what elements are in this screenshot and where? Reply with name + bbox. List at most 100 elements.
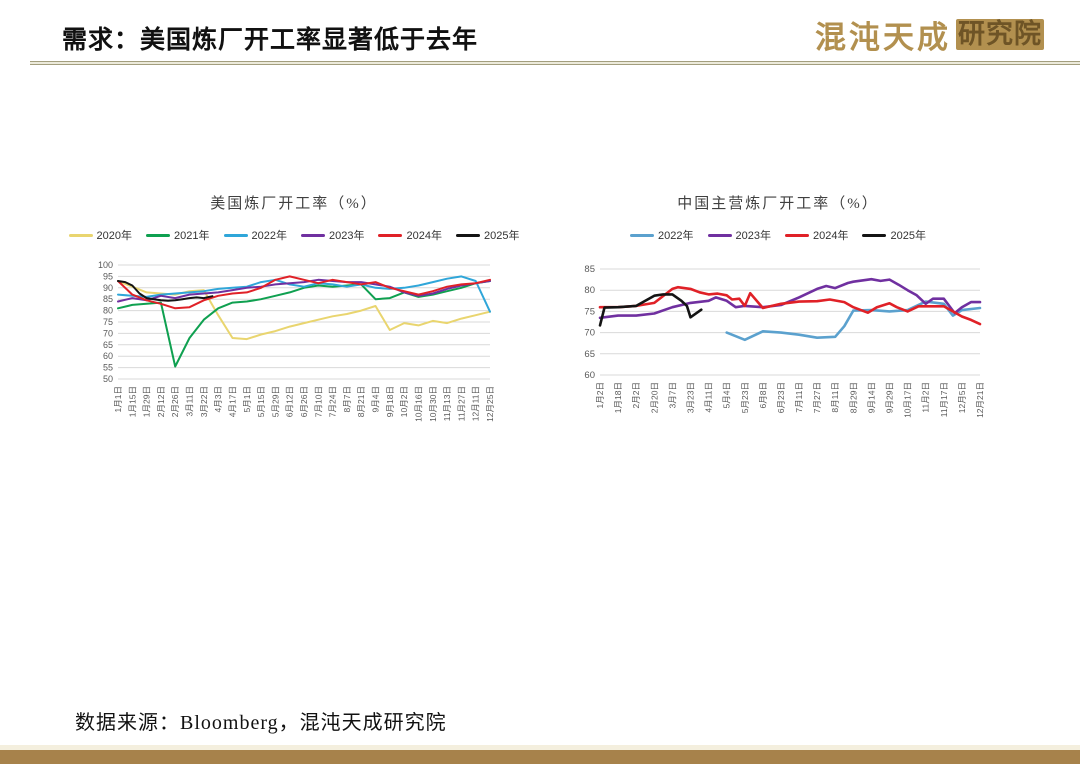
x-axis-tick-label: 5月1日: [242, 386, 252, 412]
x-axis-tick-label: 11月17日: [939, 382, 949, 417]
x-axis-tick-label: 5月29日: [270, 386, 280, 417]
y-axis-tick-label: 100: [98, 260, 113, 270]
legend-line-swatch: [68, 233, 93, 237]
chart-legend: 2020年 2021年 2022年 2023年 2024年 2025年: [68, 227, 519, 243]
x-axis-tick-label: 11月13日: [442, 386, 452, 421]
legend-line-swatch: [223, 233, 248, 237]
x-axis-tick-label: 5月23日: [740, 382, 750, 413]
legend-line-swatch: [862, 233, 887, 237]
x-axis-tick-label: 2月12日: [156, 386, 166, 417]
x-axis-tick-label: 7月27日: [812, 382, 822, 413]
x-axis-tick-label: 7月24日: [328, 386, 338, 417]
legend-line-swatch: [378, 233, 403, 237]
x-axis-tick-label: 1月15日: [127, 386, 137, 417]
y-axis-tick-label: 55: [103, 363, 113, 373]
y-axis-tick-label: 65: [584, 349, 595, 360]
legend-item: 2020年: [68, 227, 133, 243]
legend-label: 2022年: [658, 230, 694, 242]
y-axis-tick-label: 80: [584, 285, 595, 296]
y-axis-tick-label: 70: [584, 328, 595, 339]
x-axis-tick-label: 9月4日: [371, 386, 381, 412]
legend-item: 2025年: [862, 227, 926, 243]
legend-label: 2025年: [483, 230, 520, 242]
y-axis-tick-label: 95: [103, 271, 113, 281]
x-axis-tick-label: 10月17日: [903, 382, 913, 418]
legend-label: 2024年: [813, 230, 849, 242]
legend-item: 2024年: [785, 227, 848, 243]
x-axis-tick-label: 12月11日: [471, 386, 481, 421]
legend-label: 2020年: [96, 230, 133, 242]
y-axis-tick-label: 80: [103, 306, 113, 316]
x-axis-tick-label: 4月11日: [704, 382, 714, 413]
series-line-2021年: [117, 280, 491, 368]
x-axis-tick-label: 12月5日: [957, 382, 967, 413]
legend-label: 2021年: [174, 230, 210, 242]
brand-logo-seal-stamp: 研究院: [956, 19, 1044, 50]
x-axis-tick-label: 3月11日: [185, 386, 195, 417]
legend-item: 2023年: [301, 227, 364, 243]
legend-label: 2025年: [890, 230, 926, 242]
legend-label: 2023年: [329, 230, 365, 242]
x-axis-tick-label: 12月21日: [975, 382, 985, 418]
x-axis-tick-label: 6月26日: [299, 386, 309, 417]
x-axis-tick-label: 8月21日: [356, 386, 366, 417]
x-axis-tick-label: 8月29日: [848, 382, 858, 413]
x-axis-tick-label: 3月7日: [667, 382, 677, 408]
x-axis-tick-label: 1月1日: [113, 386, 123, 412]
x-axis-tick-label: 4月17日: [227, 386, 237, 417]
x-axis-tick-label: 1月18日: [613, 382, 623, 413]
x-axis-tick-label: 9月29日: [885, 382, 895, 413]
x-axis-tick-label: 7月10日: [313, 386, 323, 417]
legend-line-swatch: [146, 233, 171, 237]
x-axis-tick-label: 1月29日: [142, 386, 152, 417]
y-axis-tick-label: 85: [103, 294, 113, 304]
chart-china-refinery-rate: 中国主营炼厂开工率（%） 2022年 2023年 2024年 2025年 85 80 75…: [556, 192, 1000, 443]
bottom-brown-bar: [0, 750, 1080, 764]
legend-line-swatch: [630, 233, 655, 237]
legend-item: 2024年: [378, 227, 442, 243]
x-axis-tick-label: 6月23日: [776, 382, 786, 413]
x-axis-tick-label: 3月23日: [685, 382, 695, 413]
legend-item: 2021年: [146, 227, 210, 243]
y-axis-tick-label: 60: [103, 351, 113, 361]
bottom-cream-strip: [0, 745, 1080, 750]
x-axis-tick-label: 11月27日: [456, 386, 466, 421]
y-axis-tick-label: 75: [103, 317, 113, 327]
y-axis-tick-label: 70: [103, 328, 113, 338]
chart-title: 中国主营炼厂开工率（%）: [677, 196, 879, 212]
x-axis-tick-label: 9月18日: [385, 386, 395, 417]
legend-label: 2022年: [251, 230, 287, 242]
series-line-2023年: [117, 278, 491, 303]
x-axis-tick-label: 6月8日: [758, 382, 768, 408]
legend-line-swatch: [455, 233, 480, 237]
x-axis-tick-label: 5月4日: [722, 382, 732, 408]
x-axis-tick-label: 12月25日: [485, 386, 495, 422]
legend-line-swatch: [301, 233, 325, 237]
y-axis-tick-label: 90: [103, 283, 113, 293]
y-axis-tick-label: 65: [103, 340, 113, 350]
legend-label: 2023年: [735, 230, 771, 242]
x-axis-tick-label: 2月26日: [170, 386, 180, 417]
x-axis-tick-label: 7月11日: [794, 382, 804, 413]
x-axis-tick-label: 5月15日: [256, 386, 266, 417]
y-axis-tick-label: 60: [584, 370, 595, 381]
data-source-note: 数据来源：Bloomberg，混沌天成研究院: [75, 712, 447, 734]
series-line-2025年: [117, 280, 214, 302]
x-axis-tick-label: 4月3日: [213, 386, 223, 412]
x-axis-tick-label: 8月7日: [342, 386, 352, 412]
series-line-2024年: [598, 285, 982, 326]
series-line-2023年: [598, 277, 982, 320]
legend-item: 2022年: [223, 227, 287, 243]
brand-logo-script: 混沌天成: [815, 20, 951, 55]
x-axis-tick-label: 6月12日: [285, 386, 295, 417]
x-axis-tick-label: 2月2日: [631, 382, 641, 408]
brand-logo: 混沌天成 研究院: [815, 12, 1044, 57]
series-line-2022年: [117, 275, 491, 313]
x-axis-tick-label: 11月2日: [921, 382, 931, 413]
chart-legend: 2022年 2023年 2024年 2025年: [556, 227, 1000, 243]
x-axis-tick-label: 2月20日: [649, 382, 659, 413]
page-title: 需求：美国炼厂开工率显著低于去年: [62, 27, 479, 54]
